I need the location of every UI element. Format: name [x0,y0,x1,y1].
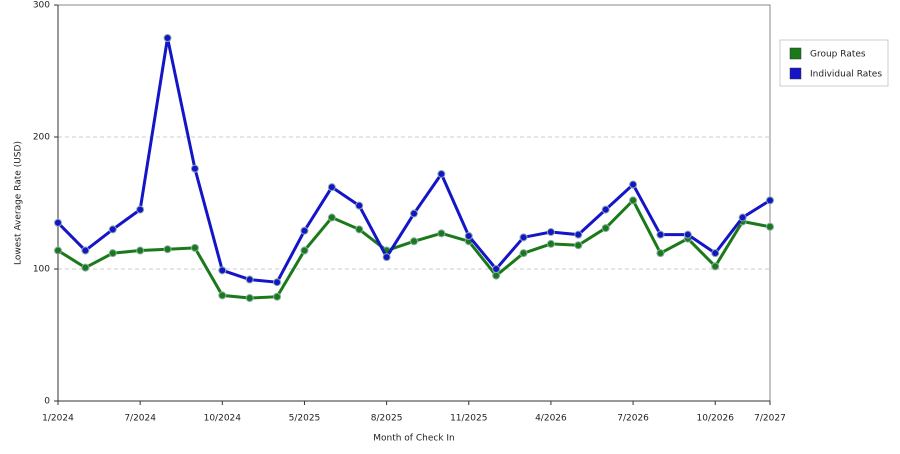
line [56,37,771,284]
point [190,243,199,252]
point [81,263,90,272]
point [218,266,227,275]
point [711,262,720,271]
x-tick-label: 1/2024 [42,414,74,424]
x-tick-label: 11/2025 [450,414,487,424]
point [245,275,254,284]
y-tick-label: 200 [33,133,50,143]
x-tick-label: 7/2027 [754,414,786,424]
point [136,205,145,214]
legend-label: Individual Rates [810,70,882,80]
point [54,246,62,255]
point [245,294,254,303]
point [327,213,336,222]
point [683,230,692,239]
y-tick-label: 100 [33,265,50,275]
x-tick-label: 5/2025 [289,414,321,424]
point [355,225,364,234]
point [519,249,528,258]
point [355,201,364,210]
x-tick-label: 7/2024 [124,414,156,424]
point [327,183,336,192]
y-axis-label: Lowest Average Rate (USD) [14,141,24,265]
point [574,241,583,250]
point [656,249,665,258]
point [629,180,638,189]
point [300,226,309,235]
legend-label: Group Rates [810,50,866,60]
x-axis-label: Month of Check In [373,434,455,444]
point [738,213,747,222]
x-tick-label: 4/2026 [535,414,567,424]
point [656,230,665,239]
point [492,271,501,280]
x-tick-label: 7/2026 [617,414,649,424]
point [218,291,227,300]
point [546,239,555,248]
point [163,245,172,254]
point [601,224,610,233]
point [766,196,774,205]
point [629,196,638,205]
point [163,34,172,42]
y-tick-label: 300 [33,1,50,11]
point [382,253,391,262]
point [574,230,583,239]
point [136,246,145,255]
point [437,169,446,178]
point [437,229,446,238]
point [766,222,774,231]
point [81,246,90,255]
point [410,209,418,218]
point [519,233,528,242]
point [190,164,199,173]
point [410,237,418,246]
point [54,218,62,227]
point [108,225,117,234]
point [108,249,117,258]
point [273,292,282,301]
x-tick-label: 10/2024 [204,414,242,424]
legend-swatch [789,47,802,60]
point [492,265,501,273]
point [464,232,473,240]
point [273,278,282,287]
x-tick-label: 10/2026 [697,414,735,424]
y-tick-label: 0 [44,397,50,407]
point [300,246,309,255]
legend-swatch [789,67,802,80]
point [546,228,555,237]
point [711,249,720,258]
x-tick-label: 8/2025 [371,414,403,424]
point [601,205,610,214]
